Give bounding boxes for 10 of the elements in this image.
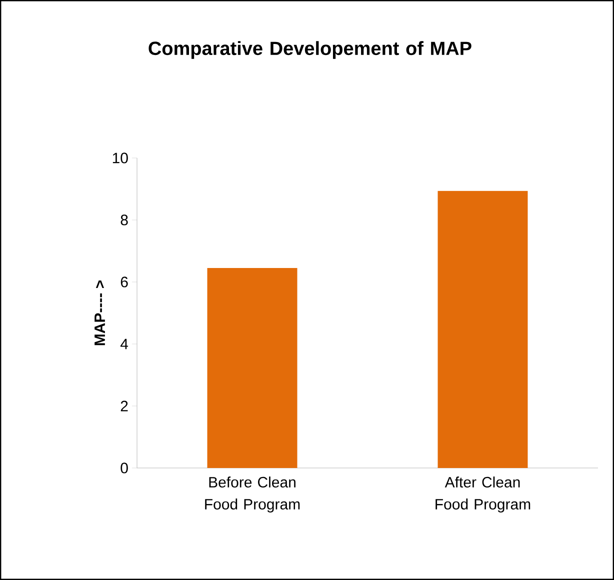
y-tick-label: 6 — [120, 276, 128, 288]
x-tick-label: After Clean Food Program — [436, 476, 530, 512]
y-tick-label: 4 — [120, 338, 128, 350]
y-axis-title: MAP---- > — [94, 280, 105, 346]
x-tick-label: Before Clean Food Program — [205, 476, 300, 512]
y-tick-label: 0 — [120, 462, 128, 474]
chart-title: Comparative Developement of MAP — [148, 41, 472, 59]
y-tick-label: 8 — [120, 214, 128, 226]
y-tick-label: 2 — [120, 400, 128, 412]
y-tick-label: 10 — [112, 152, 128, 164]
